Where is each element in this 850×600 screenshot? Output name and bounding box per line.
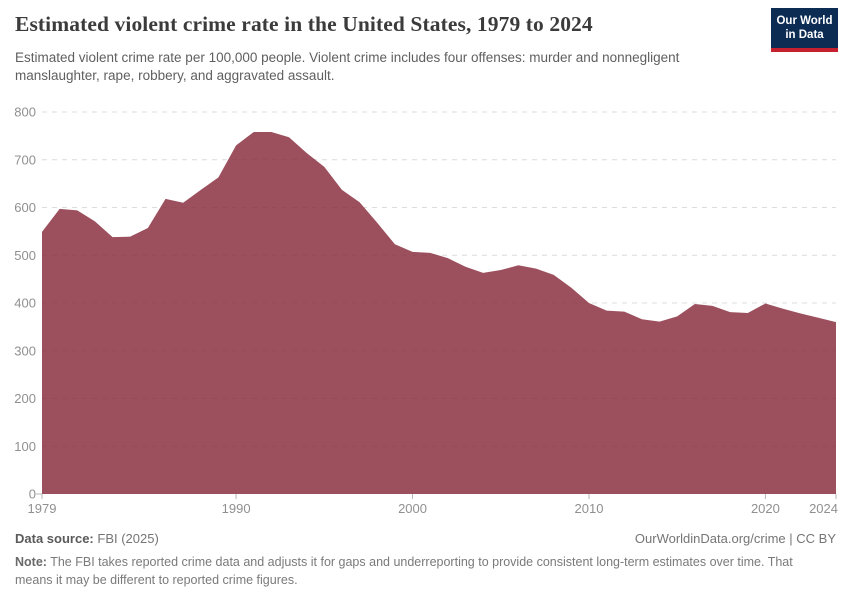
x-tick-label: 2020: [751, 501, 780, 516]
x-tick-label: 2024: [809, 501, 838, 516]
x-tick-label: 1990: [222, 501, 251, 516]
footer-source-row: Data source: FBI (2025) OurWorldinData.o…: [15, 531, 836, 546]
area-chart[interactable]: 0 100 200 300 400 500 600 700 800 1979 1990 2000 201…: [0, 95, 850, 525]
y-tick-label: 500: [14, 248, 36, 263]
x-tick-label: 2000: [398, 501, 427, 516]
y-tick-label: 0: [29, 487, 36, 502]
area-series[interactable]: [42, 132, 836, 494]
y-tick-label: 300: [14, 343, 36, 358]
x-tick-label: 1979: [28, 501, 57, 516]
footer-note: Note: The FBI takes reported crime data …: [15, 553, 828, 589]
data-source-value: FBI (2025): [97, 531, 159, 546]
y-tick-label: 600: [14, 200, 36, 215]
note-text: The FBI takes reported crime data and ad…: [15, 555, 793, 588]
attribution-link[interactable]: OurWorldinData.org/crime | CC BY: [634, 531, 836, 546]
y-tick-label: 400: [14, 296, 36, 311]
y-tick-label: 800: [14, 105, 36, 120]
owid-logo[interactable]: Our World in Data: [771, 8, 838, 52]
chart-subtitle: Estimated violent crime rate per 100,000…: [15, 50, 680, 84]
y-tick-label: 100: [14, 439, 36, 454]
y-tick-label: 200: [14, 391, 36, 406]
data-source: Data source: FBI (2025): [15, 531, 159, 546]
page-title: Estimated violent crime rate in the Unit…: [15, 12, 593, 36]
data-source-label: Data source:: [15, 531, 94, 546]
area-chart-svg[interactable]: 0 100 200 300 400 500 600 700 800 1979 1990 2000 201…: [0, 95, 850, 525]
note-label: Note:: [15, 555, 47, 569]
owid-logo-line2: in Data: [785, 29, 824, 42]
x-tick-label: 2010: [575, 501, 604, 516]
y-tick-label: 700: [14, 152, 36, 167]
owid-logo-line1: Our World: [776, 15, 833, 27]
